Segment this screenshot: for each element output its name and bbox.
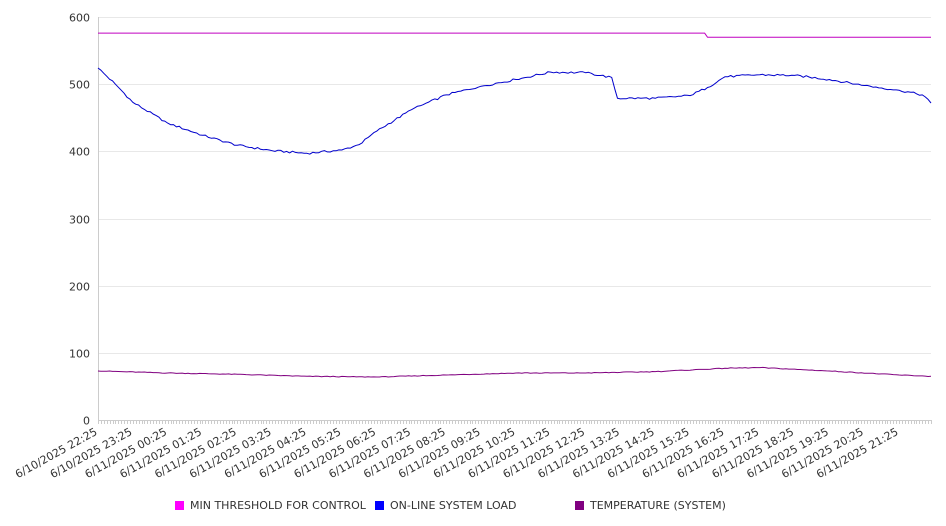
legend-swatch [575, 500, 584, 510]
y-tick-label: 200 [69, 281, 90, 294]
series-lines [97, 32, 932, 378]
y-tick-label: 400 [69, 146, 90, 159]
legend-label: ON-LINE SYSTEM LOAD [390, 498, 517, 512]
legend-item-temperature: TEMPERATURE (SYSTEM) [575, 498, 726, 512]
legend-label: MIN THRESHOLD FOR CONTROL [190, 498, 366, 512]
y-axis-tick-labels: 0 100 200 300 400 500 600 [69, 12, 90, 428]
legend-swatch [375, 500, 384, 510]
y-tick-label: 500 [69, 79, 90, 92]
series-line [98, 32, 931, 38]
legend-label: TEMPERATURE (SYSTEM) [590, 498, 726, 512]
legend-item-online-system-load: ON-LINE SYSTEM LOAD [375, 498, 516, 512]
y-tick-label: 100 [69, 348, 90, 361]
series-line [97, 366, 932, 378]
legend-swatch [175, 500, 184, 510]
y-tick-label: 300 [69, 214, 90, 227]
y-tick-label: 0 [83, 415, 90, 428]
legend-item-min-threshold: MIN THRESHOLD FOR CONTROL [175, 498, 366, 512]
axes [98, 17, 932, 424]
y-tick-label: 600 [69, 12, 90, 25]
series-line [97, 67, 932, 155]
gridlines [98, 17, 931, 354]
x-axis-tick-labels: 6/10/2025 22:256/10/2025 23:256/11/2025 … [13, 425, 900, 481]
